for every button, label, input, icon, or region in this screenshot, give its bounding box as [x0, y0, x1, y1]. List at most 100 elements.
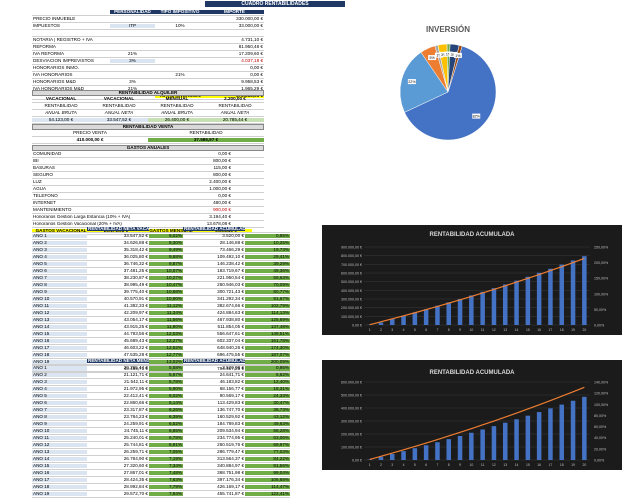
rental-cell: ANUAL NETA: [90, 111, 148, 116]
bar: [469, 295, 474, 325]
year-label: AÑO 15: [32, 464, 87, 469]
vacational-yield-table: RENTABILIDAD NETA VACACIONALRENTABILIDAD…: [32, 226, 290, 373]
net-yield-pct: 5,58%: [149, 366, 183, 371]
y2-tick-label: 60,00%: [594, 425, 607, 429]
expense-row: Honorarios Gestión Larga Estancia (10% +…: [32, 214, 264, 221]
year-label: AÑO 17: [32, 478, 87, 483]
x-tick-label: 16: [537, 328, 541, 332]
net-yield: 33.547,52 €: [87, 234, 149, 239]
bar: [401, 451, 406, 460]
net-yield: 21.542,11 €: [87, 380, 149, 385]
x-tick-label: 6: [425, 463, 427, 467]
x-tick-label: 18: [560, 463, 564, 467]
bar: [401, 316, 406, 325]
cumulative-yield: 286.779,47 €: [183, 450, 245, 455]
bar: [526, 416, 531, 460]
x-tick-label: 14: [515, 328, 519, 332]
rental-cell: MENSUAL: [148, 97, 206, 102]
net-yield-pct: 10,07%: [149, 269, 183, 274]
cost-label: HONORARIOS INMO.: [32, 66, 110, 71]
cumulative-yield: 221.950,54 €: [183, 276, 245, 281]
net-yield: 37.481,25 €: [87, 269, 149, 274]
y-tick-label: 800.000,00 €: [341, 254, 362, 258]
pie-label: 82%: [473, 115, 481, 119]
bar: [424, 309, 429, 325]
y-tick-label: 900.000,00 €: [341, 246, 362, 250]
expense-label: LUZ: [32, 180, 182, 185]
x-tick-label: 11: [481, 463, 485, 467]
cumulative-yield: 368.751,98 €: [183, 471, 245, 476]
cumulative-pct: 125,69%: [245, 318, 290, 323]
net-yield-pct: 9,87%: [149, 262, 183, 267]
cumulative-yield: 424.884,63 €: [183, 311, 245, 316]
cumulative-pct: 49,63%: [245, 422, 290, 427]
y2-tick-label: 140,00%: [594, 381, 609, 385]
net-yield: 21.972,95 €: [87, 387, 149, 392]
cost-importe: 4.731,10 €: [205, 38, 264, 43]
year-label: AÑO 11: [32, 436, 87, 441]
cumulative-pct: 24,33%: [245, 394, 290, 399]
cumulative-pct: 80,77%: [245, 290, 290, 295]
cumulative-pct: 59,63%: [245, 276, 290, 281]
cumulative-pct: 84,22%: [245, 457, 290, 462]
x-tick-label: 2: [380, 328, 382, 332]
year-label: AÑO 15: [32, 332, 87, 337]
x-tick-label: 12: [492, 463, 496, 467]
bar: [503, 284, 508, 325]
expense-value: 480,00 €: [182, 201, 232, 206]
cumulative-yield: 260.519,76 €: [183, 443, 245, 448]
y-tick-label: 500.000,00 €: [341, 394, 362, 398]
y-tick-label: 600.000,00 €: [341, 381, 362, 385]
bar: [492, 288, 497, 325]
x-tick-label: 18: [560, 328, 564, 332]
x-tick-label: 3: [391, 463, 393, 467]
expense-value: 3.194,40 €: [182, 215, 232, 220]
rental-cell: 54.123,00 €: [32, 118, 90, 123]
cumulative-pct: 122,41%: [245, 492, 290, 497]
net-yield: 21.121,71 €: [87, 373, 149, 378]
net-yield: 28.424,35 €: [87, 478, 149, 483]
year-label: AÑO 7: [32, 276, 87, 281]
net-yield: 23.317,87 €: [87, 408, 149, 413]
x-tick-label: 8: [448, 463, 450, 467]
expense-label: MANTENIMIENTO: [32, 208, 182, 213]
year-label: AÑO 5: [32, 262, 87, 267]
cumulative-pct: 77,03%: [245, 450, 290, 455]
cumulative-chart-monthly: RENTABILIDAD ACUMULADA 600.000,00 €500.0…: [322, 360, 622, 470]
year-label: AÑO 2: [32, 241, 87, 246]
cumulative-pct: 29,41%: [245, 255, 290, 260]
net-yield-pct: 12,77%: [149, 353, 183, 358]
cumulative-pct: 114,13%: [245, 311, 290, 316]
net-yield-pct: 10,68%: [149, 290, 183, 295]
cumulative-yield: 3.520,00 €: [183, 234, 245, 239]
cumulative-pct: 174,30%: [245, 346, 290, 351]
net-yield-pct: 10,27%: [149, 276, 183, 281]
year-label: AÑO 1: [32, 234, 87, 239]
expense-label: Honorarios Gestión Larga Estancia (10% +…: [32, 215, 182, 220]
y-tick-label: 100.000,00 €: [341, 315, 362, 319]
x-tick-label: 13: [503, 463, 507, 467]
x-tick-label: 5: [414, 328, 416, 332]
bar: [514, 419, 519, 460]
bar: [582, 256, 587, 325]
x-tick-label: 9: [459, 463, 461, 467]
year-label: AÑO 18: [32, 485, 87, 490]
sale-price: 410.000,00 €: [32, 138, 148, 143]
cost-tipo: 10%: [155, 24, 205, 29]
rental-cell: VACACIONAL: [90, 97, 148, 102]
